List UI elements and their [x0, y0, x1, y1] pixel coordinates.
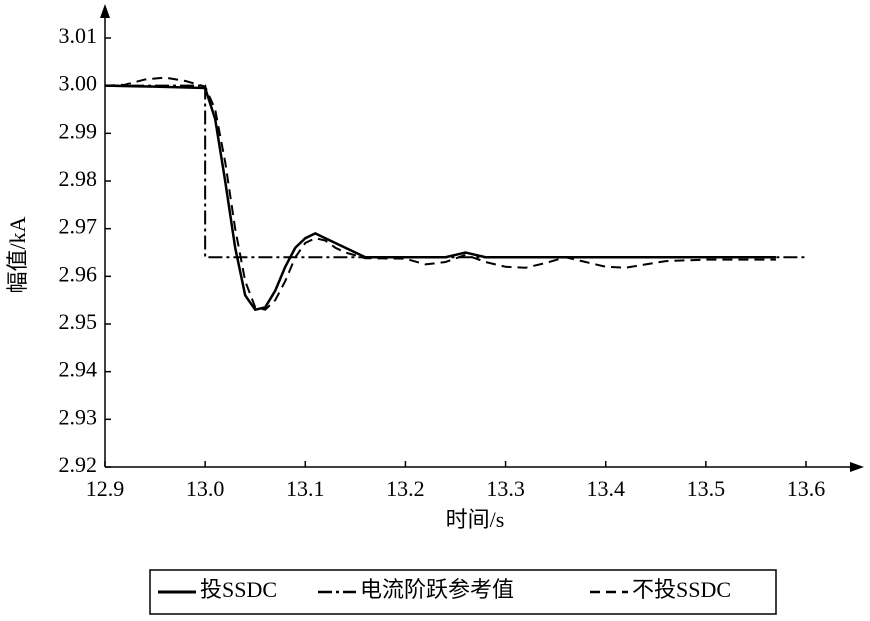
x-tick-label: 13.5 [687, 476, 726, 501]
legend-box [149, 569, 777, 615]
x-tick-label: 13.6 [787, 476, 826, 501]
y-tick-label: 2.95 [59, 309, 98, 334]
series-line [105, 84, 806, 259]
y-axis-arrow [100, 4, 110, 18]
y-tick-label: 3.00 [59, 71, 98, 96]
y-tick-label: 2.97 [59, 214, 98, 239]
y-tick-label: 2.96 [59, 261, 98, 286]
x-axis-arrow [850, 462, 864, 472]
y-tick-label: 2.94 [59, 357, 98, 382]
series-line [104, 76, 776, 311]
y-tick-label: 3.01 [59, 23, 98, 48]
y-tick-label: 2.93 [59, 404, 98, 429]
x-tick-label: 12.9 [86, 476, 125, 501]
legend-label: 投SSDC [200, 577, 277, 602]
x-tick-label: 13.0 [186, 476, 225, 501]
x-tick-label: 13.1 [286, 476, 325, 501]
x-axis-label: 时间/s [446, 507, 505, 532]
legend-label: 电流阶跃参考值 [360, 577, 514, 602]
x-tick-label: 13.4 [586, 476, 625, 501]
y-tick-label: 2.99 [59, 118, 98, 143]
y-axis-label: 幅值/kA [5, 216, 30, 293]
y-tick-label: 2.98 [59, 166, 98, 191]
x-tick-label: 13.2 [386, 476, 425, 501]
y-tick-label: 2.92 [59, 452, 98, 477]
x-tick-label: 13.3 [486, 476, 525, 501]
legend-label: 不投SSDC [632, 577, 731, 602]
